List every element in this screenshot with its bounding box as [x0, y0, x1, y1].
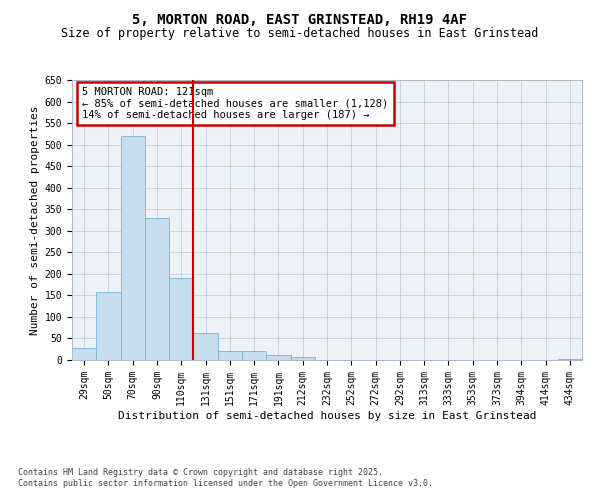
- Bar: [218, 350, 242, 360]
- Bar: [193, 334, 218, 360]
- Bar: [96, 292, 121, 360]
- Text: Contains HM Land Registry data © Crown copyright and database right 2025.
Contai: Contains HM Land Registry data © Crown c…: [18, 468, 433, 487]
- X-axis label: Distribution of semi-detached houses by size in East Grinstead: Distribution of semi-detached houses by …: [118, 410, 536, 420]
- Bar: [145, 218, 169, 360]
- Y-axis label: Number of semi-detached properties: Number of semi-detached properties: [31, 106, 40, 335]
- Bar: [121, 136, 145, 360]
- Text: Size of property relative to semi-detached houses in East Grinstead: Size of property relative to semi-detach…: [61, 28, 539, 40]
- Bar: [169, 278, 193, 360]
- Bar: [266, 355, 290, 360]
- Bar: [242, 350, 266, 360]
- Bar: [290, 356, 315, 360]
- Text: 5, MORTON ROAD, EAST GRINSTEAD, RH19 4AF: 5, MORTON ROAD, EAST GRINSTEAD, RH19 4AF: [133, 12, 467, 26]
- Bar: [558, 359, 582, 360]
- Text: 5 MORTON ROAD: 121sqm
← 85% of semi-detached houses are smaller (1,128)
14% of s: 5 MORTON ROAD: 121sqm ← 85% of semi-deta…: [82, 87, 388, 120]
- Bar: [72, 348, 96, 360]
